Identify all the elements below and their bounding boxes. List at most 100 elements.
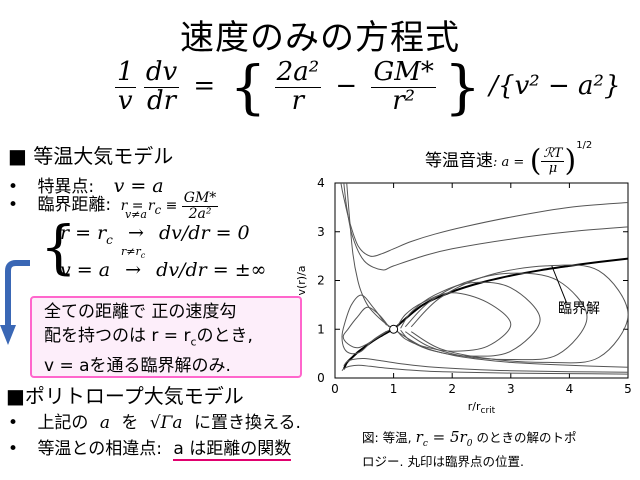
x-tick-label: 0	[331, 382, 339, 396]
case-1: r = rc v≠a → dv/dr = 0	[60, 208, 250, 247]
eq-part: = 5r	[432, 428, 467, 446]
left-paren-icon: (	[529, 143, 542, 179]
sound-speed-fraction: ℛT μ	[541, 145, 565, 176]
topology-chart: 0 1 2 3 4 5 0 1 2 3 4 r/rcrit v(r)/a	[295, 176, 632, 416]
caption-text: 図: 等温,	[362, 430, 412, 445]
solution-line	[346, 183, 394, 330]
solution-line	[342, 306, 390, 349]
bullet-icon: •	[8, 413, 19, 433]
eq-sub: c	[190, 335, 197, 349]
x-axis-label: r/rcrit	[468, 400, 496, 416]
eq-num: GM*	[371, 57, 436, 88]
critical-point-marker	[389, 324, 399, 334]
figure-caption: 図: 等温, rc = 5r0 のときの解のトポ ロジー. 丸印は臨界点の位置.	[362, 428, 576, 471]
cases-brace-icon: {	[40, 213, 77, 281]
main-equation: 1 v dv dr = { 2a² r − GM* r² } /{v² − a²…	[115, 57, 621, 128]
caption-text: のときの解のトポ	[476, 430, 577, 445]
eq-num: ℛT	[541, 145, 565, 162]
y-tick-label: 2	[317, 274, 325, 288]
eq-num: GM*	[181, 189, 219, 207]
x-tick-label: 4	[566, 382, 574, 396]
case-2: v = a r≠rc → dv/dr = ±∞	[60, 245, 267, 281]
singular-point-label: 特異点:	[37, 177, 95, 197]
right-brace-icon: }	[444, 53, 482, 121]
isothermal-heading: ■ 等温大気モデル	[8, 144, 174, 168]
eq-den: v	[117, 85, 133, 116]
eq-sub: 0	[466, 439, 473, 449]
eq-den: dr	[146, 85, 177, 116]
solution-line	[340, 183, 628, 257]
critical-distance-label: 臨界距離:	[37, 195, 112, 215]
bullet-icon: •	[8, 195, 19, 215]
case-2-condition: r≠rc	[112, 245, 154, 260]
eq-minus: −	[335, 71, 358, 101]
solution-line	[341, 294, 387, 355]
polytrope-item-1-post: に置き換える.	[193, 413, 301, 433]
chart-annotation: 臨界解	[558, 301, 600, 317]
solution-line	[341, 364, 628, 375]
singular-point-item: • 特異点: v = a	[8, 172, 164, 197]
eq-term-2: GM* r²	[371, 57, 436, 116]
polytrope-item-2: • 等温との相違点: a は距離の関数	[8, 434, 292, 461]
note-line-3: v = aを通る臨界解のみ.	[44, 356, 231, 377]
note-box: 全ての距離で 正の速度勾 配を持つのは r = rcのとき, v = aを通る臨…	[30, 296, 302, 378]
eq-den: μ	[548, 160, 558, 176]
case-1-condition: v≠a	[124, 208, 147, 221]
note-line-1: 全ての距離で 正の速度勾	[44, 302, 237, 322]
solution-line	[343, 357, 628, 373]
polytrope-item-1-pre: 上記の	[37, 413, 89, 433]
chart-plot: 0 1 2 3 4 5 0 1 2 3 4 r/rcrit v(r)/a	[295, 176, 632, 416]
eq-part: r	[415, 428, 423, 446]
polytrope-heading: ■ポリトロープ大気モデル	[6, 384, 244, 408]
critical-solution-line	[342, 328, 394, 370]
y-tick-label: 4	[317, 176, 325, 190]
annotation-leader-line	[551, 265, 567, 303]
x-tick-label: 1	[390, 382, 398, 396]
eq-sub: c	[140, 251, 146, 261]
case-1-left: r = r	[60, 222, 107, 244]
caption-line-1: 図: 等温, rc = 5r0 のときの解のトポ	[362, 428, 576, 453]
y-tick-label: 3	[317, 225, 325, 239]
polytrope-item-1-a: a	[99, 413, 110, 433]
solution-line	[343, 183, 628, 271]
page-title: 速度のみの方程式	[180, 18, 460, 58]
polytrope-item-2-pre: 等温との相違点:	[37, 439, 162, 459]
eq-part: のとき,	[196, 326, 253, 346]
y-tick-label: 0	[317, 371, 325, 385]
eq-den: r²	[392, 85, 416, 116]
case-2-left: v = a	[60, 259, 111, 281]
eq-tail: /{v² − a²}	[489, 71, 621, 101]
eq-den: 2a²	[188, 205, 212, 222]
eq-part: ≡	[165, 198, 178, 214]
sound-speed: 等温音速: a = ( ℛT μ )1/2	[425, 140, 592, 179]
caption-equation: rc = 5r0	[415, 428, 473, 449]
x-tick-label: 3	[507, 382, 515, 396]
sound-speed-label: 等温音速	[425, 151, 493, 171]
eq-den: r	[291, 85, 305, 116]
case-2-arrow: r≠rc →	[116, 245, 150, 281]
eq-term-1: 2a² r	[274, 58, 322, 116]
case-2-right: dv/dr = ±∞	[156, 259, 267, 281]
bullet-icon: •	[8, 439, 19, 459]
note-line-2: 配を持つのは r = rcのとき,	[32, 324, 300, 354]
eq-part: r = r	[120, 198, 155, 214]
eq-part: 配を持つのは r = r	[44, 326, 191, 346]
solution-line	[410, 264, 628, 364]
eq-sub: c	[154, 202, 162, 217]
x-tick-label: 2	[448, 382, 456, 396]
critical-fraction: GM* 2a²	[181, 189, 219, 222]
case-1-right: dv/dr = 0	[159, 222, 250, 244]
y-tick-label: 1	[317, 322, 325, 336]
bullet-icon: •	[8, 177, 19, 197]
singular-point-equation: v = a	[113, 175, 164, 197]
y-axis-label: v(r)/a	[295, 265, 308, 295]
right-paren-icon: )	[564, 143, 577, 179]
polytrope-item-2-underlined: a は距離の関数	[173, 439, 292, 461]
sound-speed-exponent: 1/2	[576, 140, 593, 151]
solution-line	[404, 272, 588, 361]
eq-lhs-fraction-1: 1 v	[115, 57, 136, 116]
eq-num: 1	[115, 57, 136, 88]
solution-line	[400, 281, 541, 357]
eq-lhs-fraction-2: dv dr	[143, 58, 180, 116]
critical-solution-line	[392, 257, 628, 331]
